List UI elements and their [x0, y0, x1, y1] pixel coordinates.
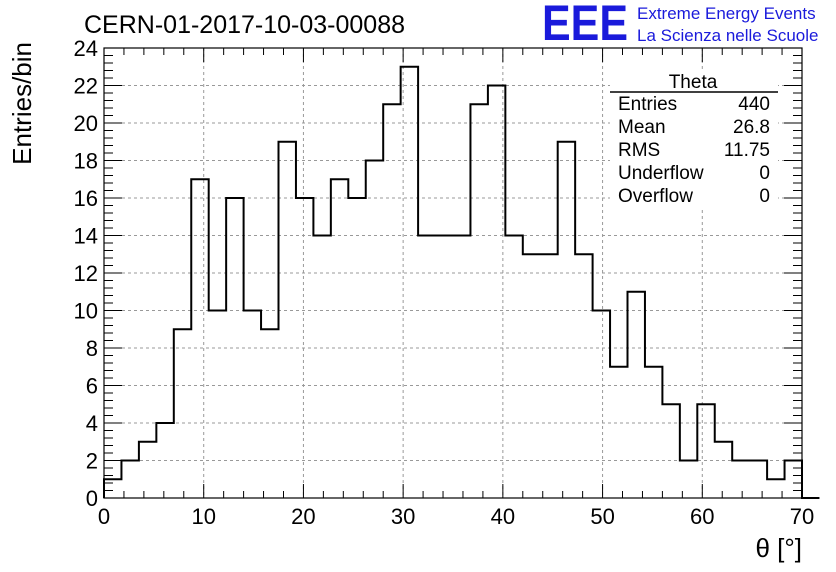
y-tick-label: 2	[86, 449, 98, 474]
stats-row-value: 0	[759, 186, 770, 207]
histogram-steps	[103, 65, 820, 499]
y-tick-label: 6	[86, 374, 98, 399]
logo-line-1: Extreme Energy Events	[637, 4, 816, 23]
x-tick-label: 0	[98, 504, 110, 529]
y-tick-label: 12	[74, 261, 98, 286]
y-tick-label: 4	[86, 411, 98, 436]
logo-line-2: La Scienza nelle Scuole	[637, 26, 818, 45]
x-tick-label: 70	[790, 504, 814, 529]
stats-row-value: 440	[738, 94, 770, 115]
stats-row-value: 11.75	[724, 140, 770, 161]
x-axis-title: θ [°]	[755, 533, 802, 563]
stats-row-label: Underflow	[618, 163, 704, 184]
stats-row-label: Mean	[618, 117, 666, 138]
x-tick-label: 30	[391, 504, 415, 529]
y-tick-label: 16	[74, 186, 98, 211]
y-tick-label: 18	[74, 149, 98, 174]
stats-box: Theta Entries 440 Mean 26.8 RMS 11.75 Underflo…	[610, 70, 778, 208]
y-tick-label: 0	[86, 486, 98, 511]
eee-logo: EEE Extreme Energy Events La Scienza nel…	[542, 0, 818, 51]
logo-acronym: EEE	[542, 0, 628, 51]
chart-title: CERN-01-2017-10-03-00088	[84, 11, 405, 39]
x-tick-label: 40	[491, 504, 515, 529]
stats-row-label: Entries	[618, 94, 677, 115]
x-tick-label: 60	[690, 504, 714, 529]
y-tick-label: 8	[86, 336, 98, 361]
y-tick-label: 14	[74, 224, 98, 249]
y-tick-label: 20	[74, 111, 98, 136]
stats-row-label: Overflow	[618, 186, 693, 207]
stats-row-label: RMS	[618, 140, 660, 161]
y-axis-title: Entries/bin	[7, 42, 37, 165]
y-tick-label: 22	[74, 74, 98, 99]
y-tick-label: 10	[74, 299, 98, 324]
x-tick-label: 50	[590, 504, 614, 529]
stats-title: Theta	[669, 72, 718, 93]
x-tick-label: 10	[191, 504, 215, 529]
x-tick-label: 20	[291, 504, 315, 529]
y-tick-label: 24	[74, 36, 98, 61]
stats-row-value: 26.8	[733, 117, 770, 138]
stats-row-value: 0	[759, 163, 770, 184]
